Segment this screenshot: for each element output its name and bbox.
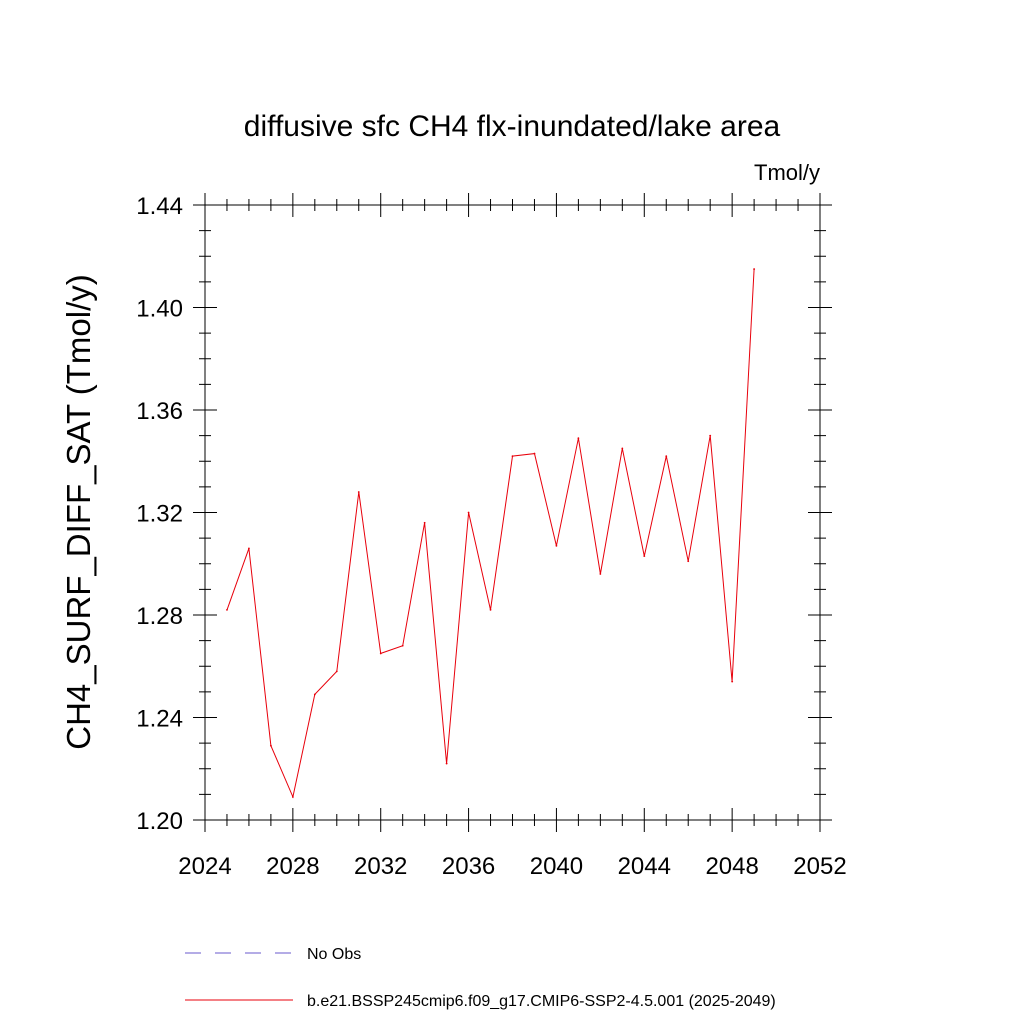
data-point [577, 437, 580, 440]
data-point [621, 447, 624, 450]
data-point [248, 547, 250, 550]
data-point [313, 693, 316, 696]
x-tick-label: 2028 [266, 853, 319, 880]
y-tick-label: 1.36 [136, 398, 183, 425]
legend-label-0: No Obs [307, 946, 361, 963]
axes: 2024 2028 2032 2036 2040 2044 2048 2052 1.20 1.24… [136, 193, 847, 880]
x-tick-label: 2036 [442, 853, 495, 880]
y-tick-label: 1.28 [136, 603, 183, 630]
data-point [555, 544, 558, 547]
data-point [753, 268, 756, 270]
data-point [687, 560, 690, 563]
x-tick-label: 2048 [705, 853, 758, 880]
data-point [731, 680, 734, 683]
data-point [467, 511, 470, 514]
legend-label-1: b.e21.BSSP245cmip6.f09_g17.CMIP6-SSP2-4.… [307, 993, 776, 1010]
data-point [489, 608, 492, 611]
data-point [643, 555, 646, 557]
series-layer [226, 268, 756, 799]
x-tick-label: 2044 [618, 853, 671, 880]
legend: No Obs b.e21.BSSP245cmip6.f09_g17.CMIP6-S… [185, 946, 776, 1010]
y-tick-label: 1.44 [136, 193, 183, 220]
x-tick-label: 2052 [793, 853, 846, 880]
data-point [599, 573, 602, 575]
y-axis-label: CH4_SURF_DIFF_SAT (Tmol/y) [60, 274, 97, 750]
y-tick-label: 1.32 [136, 501, 183, 528]
data-point [226, 608, 228, 611]
y-tick-label: 1.40 [136, 296, 183, 323]
y-tick-label: 1.20 [136, 808, 183, 835]
data-point [423, 521, 426, 524]
data-point [291, 796, 294, 798]
data-point [709, 434, 712, 437]
data-point [401, 644, 404, 647]
data-point [269, 744, 272, 747]
plot-frame [204, 204, 821, 821]
data-point [357, 491, 360, 493]
data-point [665, 455, 668, 458]
units-label: Tmol/y [754, 160, 820, 185]
data-point [445, 762, 448, 765]
data-point [379, 652, 382, 655]
x-tick-label: 2024 [178, 853, 231, 880]
y-tick-label: 1.24 [136, 706, 183, 733]
data-point [533, 452, 536, 455]
data-point [511, 455, 514, 458]
x-tick-label: 2040 [530, 853, 583, 880]
x-tick-label: 2032 [354, 853, 407, 880]
data-point [335, 670, 338, 673]
chart-title: diffusive sfc CH4 flx-inundated/lake are… [244, 110, 781, 143]
series-line-0 [226, 269, 755, 799]
